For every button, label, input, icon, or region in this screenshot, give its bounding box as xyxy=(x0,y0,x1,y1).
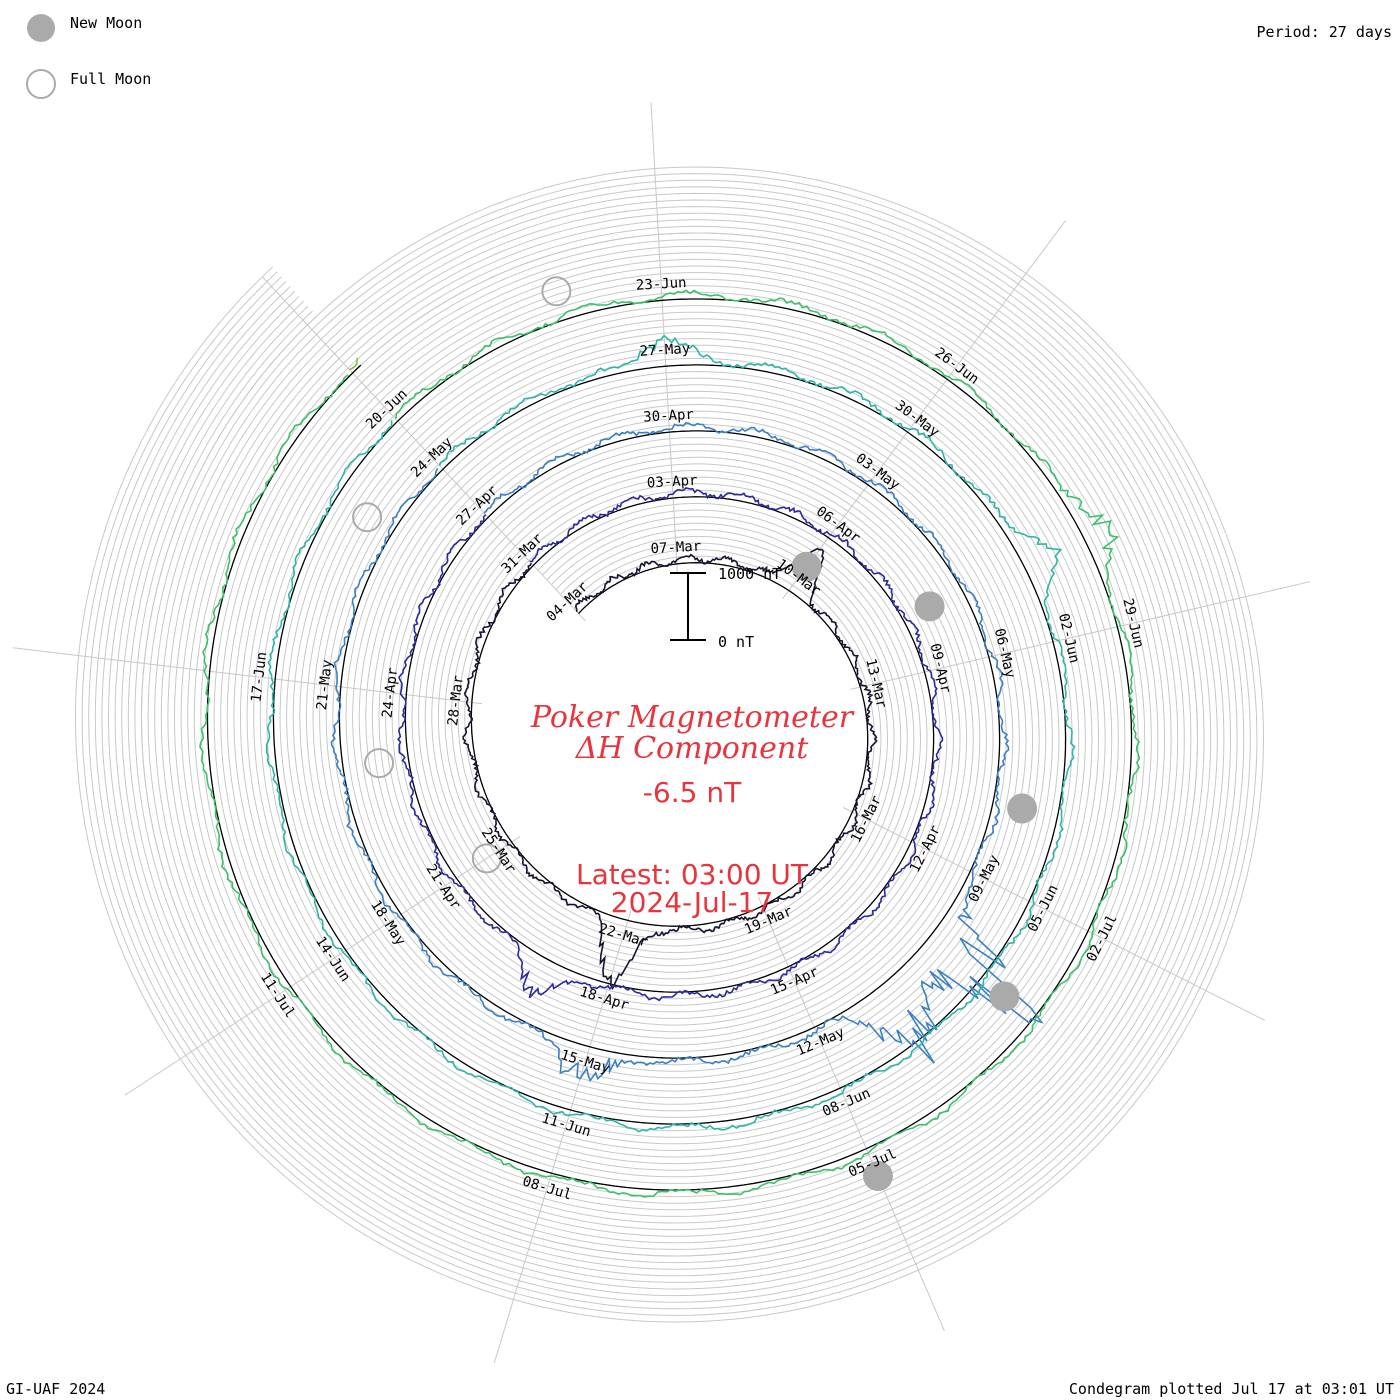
date-label: 12-Apr xyxy=(907,823,944,875)
date-label: 23-Jun xyxy=(636,275,687,294)
grid-spoke xyxy=(782,220,1067,599)
date-label: 02-Jul xyxy=(1084,912,1121,964)
full-moon-marker xyxy=(364,748,395,779)
new-moon-marker xyxy=(791,551,822,582)
date-label: 12-May xyxy=(794,1025,847,1060)
date-label: 07-Mar xyxy=(650,539,701,558)
new-moon-label: New Moon xyxy=(70,14,142,32)
baseline-spiral xyxy=(206,298,1133,1191)
date-label: 21-May xyxy=(314,659,336,711)
date-label: 09-May xyxy=(966,853,1003,905)
grid-spiral xyxy=(88,179,1251,1310)
trace-turn-5 xyxy=(199,289,1141,1198)
date-label: 04-Mar xyxy=(544,579,592,625)
credit-label: GI-UAF 2024 xyxy=(6,1380,105,1398)
date-label: 16-Mar xyxy=(848,793,885,845)
grid-spiral xyxy=(94,186,1245,1303)
trace-turn-4 xyxy=(265,334,1076,1133)
new-moon-marker xyxy=(1007,793,1038,824)
latest-date: 2024-Jul-17 xyxy=(611,886,773,919)
grid-spiral xyxy=(114,206,1225,1283)
scale-bar: 1000 nT 0 nT xyxy=(670,565,781,651)
grid-spiral xyxy=(127,219,1212,1270)
date-label: 03-Apr xyxy=(647,473,698,492)
new-moon-marker xyxy=(914,591,945,622)
trace-turn-2 xyxy=(397,487,944,1002)
grid-spoke xyxy=(850,581,1311,690)
new-moon-marker xyxy=(862,1160,893,1191)
new-moon-icon xyxy=(27,14,55,42)
date-label: 15-Apr xyxy=(768,964,821,999)
period-label: Period: 27 days xyxy=(1257,23,1392,41)
grid-spoke xyxy=(843,807,1266,1021)
date-label: 27-May xyxy=(639,341,690,360)
trace-turn-1 xyxy=(462,547,878,991)
date-label: 17-Jun xyxy=(248,651,270,703)
spiral-baseline xyxy=(206,298,1133,1191)
current-value: -6.5 nT xyxy=(643,776,742,809)
grid-spiral xyxy=(121,212,1218,1277)
grid-spoke xyxy=(650,102,678,574)
grid-spoke xyxy=(12,647,482,705)
trace-turn-6 xyxy=(349,357,359,371)
date-label: 28-Mar xyxy=(445,675,467,727)
chart-subtitle: ΔH Component xyxy=(575,731,809,766)
full-moon-marker xyxy=(541,276,572,307)
new-moon-marker xyxy=(989,981,1020,1012)
grid-spoke xyxy=(757,896,945,1332)
chart-title: Poker Magnetometer xyxy=(530,700,855,735)
scale-bar-top-label: 1000 nT xyxy=(718,565,781,583)
grid-spoke xyxy=(124,836,521,1096)
date-label: 30-Apr xyxy=(643,407,694,426)
grid-spiral xyxy=(101,192,1238,1297)
grid-spiral xyxy=(107,199,1232,1290)
date-label: 08-Jun xyxy=(820,1085,873,1120)
trace-turn-3 xyxy=(330,421,1044,1083)
magnetometer-trace xyxy=(199,289,1141,1198)
moon-markers xyxy=(352,276,1038,1191)
full-moon-marker xyxy=(471,843,502,874)
plotted-timestamp: Condegram plotted Jul 17 at 03:01 UT xyxy=(1069,1380,1394,1398)
scale-bar-bottom-label: 0 nT xyxy=(718,633,754,651)
date-label: 24-Apr xyxy=(379,667,401,719)
latest-time: Latest: 03:00 UT xyxy=(576,858,809,891)
full-moon-marker xyxy=(352,502,383,533)
full-moon-icon xyxy=(26,69,56,99)
full-moon-label: Full Moon xyxy=(70,70,151,88)
legend: New Moon Full Moon xyxy=(26,14,151,99)
grid-spiral xyxy=(81,173,1258,1316)
